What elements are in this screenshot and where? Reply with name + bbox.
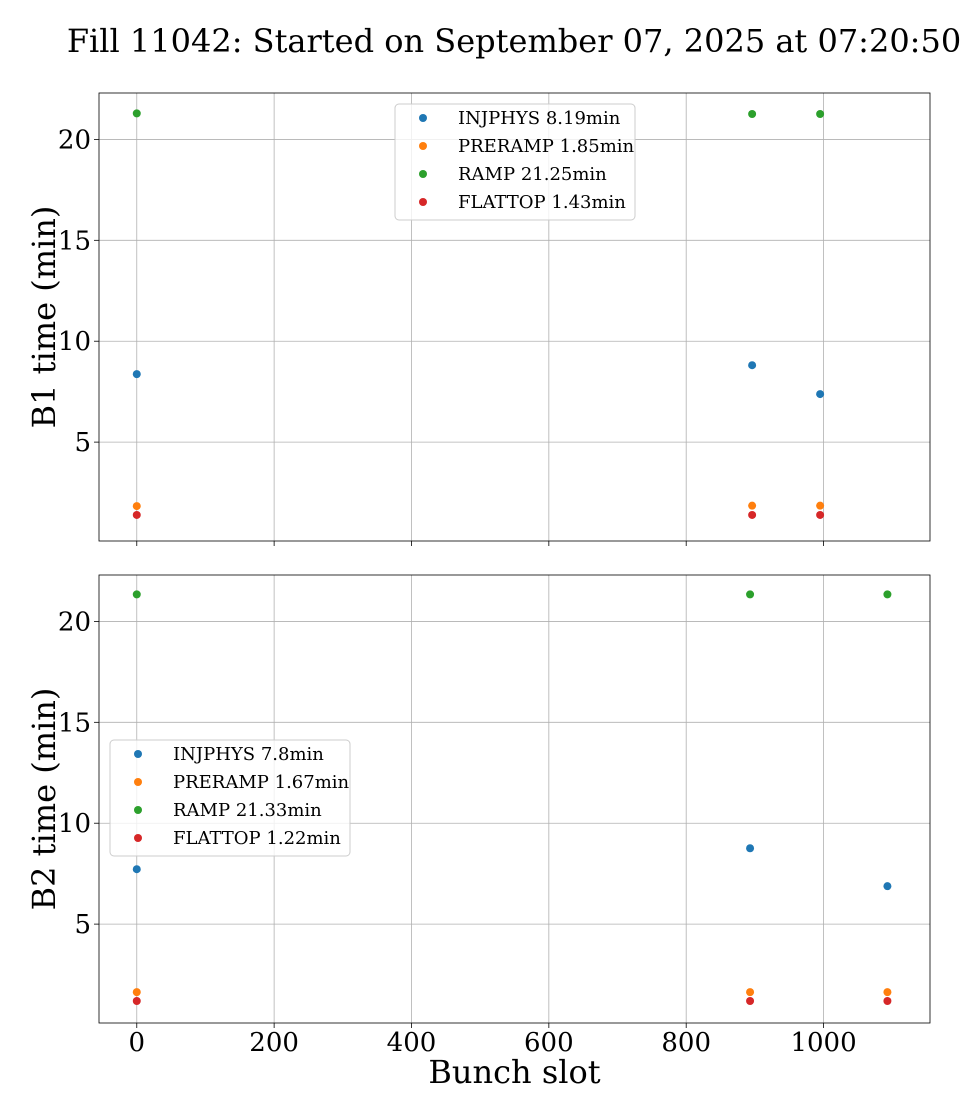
legend-box xyxy=(394,103,636,221)
panel-bottom: 0 200 400 600 800 1000 5 10 15 20 B2 time (min) Bun… xyxy=(25,574,931,1091)
data-point-flattop xyxy=(816,510,825,519)
x-axis-label: Bunch slot xyxy=(428,1053,600,1091)
legend-label: FLATTOP 1.22min xyxy=(173,828,341,849)
data-point-injphys xyxy=(816,390,825,399)
data-point-ramp xyxy=(816,109,825,118)
data-point-ramp xyxy=(746,590,755,599)
x-tick-label: 0 xyxy=(128,1028,145,1058)
data-point-injphys xyxy=(132,370,141,379)
data-point-ramp xyxy=(132,590,141,599)
data-point-preramp xyxy=(132,988,141,997)
legend-marker-injphys xyxy=(134,750,142,758)
y-axis-label: B2 time (min) xyxy=(25,688,63,911)
y-tick-label: 15 xyxy=(58,708,91,738)
legend-label: PRERAMP 1.67min xyxy=(173,772,350,793)
data-point-preramp xyxy=(816,501,825,510)
data-point-flattop xyxy=(883,997,892,1006)
data-point-preramp xyxy=(132,502,141,511)
data-point-ramp xyxy=(132,109,141,118)
data-point-ramp xyxy=(883,590,892,599)
legend: INJPHYS 8.19min PRERAMP 1.85min RAMP 21.25… xyxy=(394,103,636,221)
legend-marker-ramp xyxy=(134,806,142,814)
x-tick-label: 800 xyxy=(661,1028,711,1058)
legend-marker-preramp xyxy=(419,142,427,150)
y-axis-label: B1 time (min) xyxy=(25,206,63,429)
legend-marker-ramp xyxy=(419,170,427,178)
legend: INJPHYS 7.8min PRERAMP 1.67min RAMP 21.33m… xyxy=(109,739,351,857)
y-tick-label: 15 xyxy=(58,226,91,256)
data-point-preramp xyxy=(883,988,892,997)
data-point-injphys xyxy=(746,844,755,853)
chart-title: Fill 11042: Started on September 07, 202… xyxy=(66,22,960,60)
legend-marker-flattop xyxy=(134,834,142,842)
legend-label: RAMP 21.33min xyxy=(173,800,322,821)
legend-label: INJPHYS 7.8min xyxy=(173,744,324,765)
data-point-injphys xyxy=(883,882,892,891)
y-tick-label: 10 xyxy=(58,327,91,357)
data-point-preramp xyxy=(748,501,757,510)
legend-label: RAMP 21.25min xyxy=(458,164,607,185)
legend-box xyxy=(109,739,351,857)
axes-frame xyxy=(98,92,931,542)
y-tick-label: 10 xyxy=(58,809,91,839)
data-point-injphys xyxy=(748,361,757,370)
data-point-flattop xyxy=(748,510,757,519)
y-tick-label: 20 xyxy=(58,125,91,155)
data-point-injphys xyxy=(132,865,141,874)
y-tick-label: 5 xyxy=(74,910,91,940)
legend-marker-flattop xyxy=(419,198,427,206)
y-tick-label: 5 xyxy=(74,428,91,458)
panel-top: 5 10 15 20 B1 time (min) INJPHYS 8.19min PRERA… xyxy=(25,92,931,546)
x-tick-label: 400 xyxy=(387,1028,437,1058)
legend-label: FLATTOP 1.43min xyxy=(458,192,626,213)
data-point-flattop xyxy=(132,510,141,519)
legend-marker-injphys xyxy=(419,114,427,122)
data-point-flattop xyxy=(746,997,755,1006)
data-point-ramp xyxy=(748,109,757,118)
legend-marker-preramp xyxy=(134,778,142,786)
data-point-preramp xyxy=(746,988,755,997)
x-tick-label: 600 xyxy=(524,1028,574,1058)
x-tick-label: 1000 xyxy=(790,1028,856,1058)
x-tick-label: 200 xyxy=(249,1028,299,1058)
data-point-flattop xyxy=(132,997,141,1006)
legend-label: INJPHYS 8.19min xyxy=(458,108,621,129)
legend-label: PRERAMP 1.85min xyxy=(458,136,635,157)
axes-frame xyxy=(98,574,931,1024)
y-tick-label: 20 xyxy=(58,607,91,637)
